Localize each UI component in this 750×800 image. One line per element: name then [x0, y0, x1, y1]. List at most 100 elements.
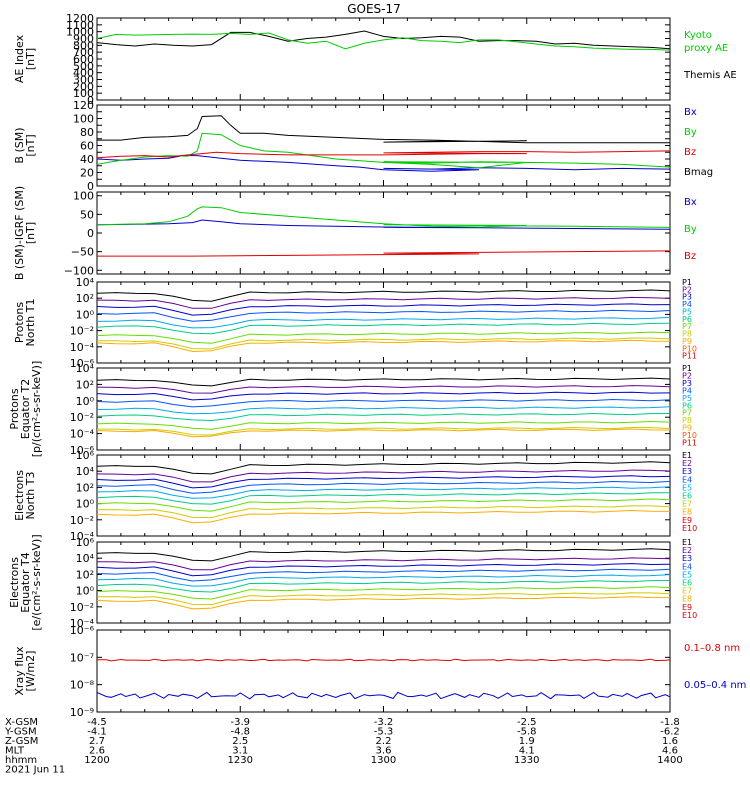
legend-entry: 0.05–0.4 nm — [684, 680, 746, 691]
legend-entry: Bz — [684, 251, 696, 262]
y-axis-label: Electrons — [8, 557, 21, 608]
x-axis-value: -5.8 — [517, 727, 537, 738]
y-tick-label: 10⁴ — [76, 362, 95, 375]
legend-entry: By — [684, 224, 697, 235]
x-axis-row-label: hhmm — [5, 755, 37, 766]
y-tick-label: 200 — [73, 80, 94, 93]
series-line-e3 — [97, 563, 670, 577]
x-axis-row-label: Z-GSM — [5, 736, 38, 747]
x-axis-value: 1300 — [371, 755, 396, 766]
x-axis-value: 3.1 — [232, 746, 248, 757]
x-axis-value: -5.3 — [374, 727, 394, 738]
legend-entry: By — [684, 127, 697, 138]
series-line-kyoto — [97, 32, 670, 51]
y-tick-label: 10⁰ — [76, 308, 95, 321]
series-line-p1 — [97, 289, 670, 302]
y-tick-label: 10⁻² — [70, 514, 94, 527]
legend-entry: P5 — [682, 394, 692, 403]
series-line-e8 — [97, 505, 670, 519]
series-line-e7 — [97, 586, 670, 600]
y-axis-label: Protons — [13, 302, 26, 343]
series-line-bz — [97, 249, 670, 257]
legend-entry: E8 — [682, 595, 692, 604]
y-axis-label: B (SM)-IGRF (SM) — [13, 186, 26, 280]
series-line-p3 — [97, 303, 670, 316]
y-tick-label: 120 — [73, 99, 94, 112]
legend-entry: E6 — [682, 579, 692, 588]
legend-entry: P7 — [682, 409, 692, 418]
series-group — [97, 206, 670, 257]
y-axis-label: Equator T2 — [19, 379, 32, 439]
y-tick-label: 10⁻⁴ — [70, 428, 95, 441]
y-tick-label: 10² — [76, 378, 94, 391]
legend-entry: Bx — [684, 197, 697, 208]
legend-entry: E1 — [682, 451, 692, 460]
y-axis-label: [nT] — [24, 222, 37, 244]
legend-entry: P11 — [682, 439, 697, 448]
x-axis-value: 2.5 — [232, 736, 248, 747]
series-group — [97, 289, 670, 353]
legend-entry: P8 — [682, 416, 692, 425]
legend-entry: P6 — [682, 315, 692, 324]
y-axis-label: North T3 — [24, 472, 37, 520]
y-tick-label: 10⁻⁸ — [70, 679, 95, 692]
x-axis-value: -6.2 — [660, 727, 680, 738]
x-axis-value: 3.6 — [376, 746, 392, 757]
y-tick-label: 80 — [80, 126, 94, 139]
y-tick-label: 100 — [73, 87, 94, 100]
series-group — [97, 461, 670, 524]
legend-entry: P3 — [682, 293, 692, 302]
y-tick-label: 10² — [76, 568, 94, 581]
legend-entry: P1 — [682, 278, 692, 287]
legend-entry: Bz — [684, 147, 696, 158]
series-line-p7 — [97, 331, 670, 344]
y-tick-label: 1000 — [66, 26, 94, 39]
y-tick-label: 60 — [80, 140, 94, 153]
legend-entry: P2 — [682, 285, 692, 294]
panels: 0100200300400500600700800900100011001200… — [8, 12, 746, 719]
legend-entry: P3 — [682, 379, 692, 388]
y-axis-label: [W/m2] — [24, 651, 37, 692]
y-tick-label: 10⁻⁶ — [70, 444, 95, 457]
x-axis-value: 1330 — [514, 755, 539, 766]
x-axis-row-label: Y-GSM — [4, 727, 37, 738]
series-line-p1 — [97, 377, 670, 387]
y-tick-label: 10⁻⁴ — [70, 530, 95, 543]
y-axis-label: Electrons — [13, 470, 26, 521]
series-line-e7 — [97, 498, 670, 512]
y-axis-label: [nT] — [24, 48, 37, 70]
series-line-p9 — [97, 339, 670, 353]
y-axis-label: [p/(cm²-s-sr-keV)] — [30, 361, 43, 458]
y-tick-label: 500 — [73, 60, 94, 73]
legend-entry: Kyoto — [684, 30, 712, 41]
x-axis-value: 4.6 — [662, 746, 678, 757]
legend-entry: E3 — [682, 554, 692, 563]
legend-entry: P10 — [682, 344, 697, 353]
legend-entry: P9 — [682, 424, 692, 433]
legend-entry: E10 — [682, 611, 697, 620]
x-axis-value: -3.9 — [230, 717, 250, 728]
series-line-e6 — [97, 492, 670, 505]
y-tick-label: 10⁴ — [76, 552, 95, 565]
x-axis-value: 2.7 — [89, 736, 105, 747]
y-tick-label: 40 — [80, 153, 94, 166]
series-line-p8 — [97, 426, 670, 436]
series-line-bz — [97, 145, 670, 159]
y-tick-label: 10⁻⁴ — [70, 341, 95, 354]
legend-entry: 0.1–0.8 nm — [684, 643, 740, 654]
legend-entry: E4 — [682, 475, 692, 484]
legend-entry: E9 — [682, 603, 692, 612]
legend-entry: P10 — [682, 431, 697, 440]
legend-entry: E10 — [682, 524, 697, 533]
series-line-by — [97, 206, 670, 232]
series-line-bmag — [97, 115, 670, 144]
x-axis-value: 1.6 — [662, 736, 678, 747]
legend-entry: P11 — [682, 352, 697, 361]
series-line-p6 — [97, 322, 670, 335]
legend-entry: P2 — [682, 371, 692, 380]
x-axis-value: 2.2 — [376, 736, 392, 747]
y-tick-label: 600 — [73, 53, 94, 66]
